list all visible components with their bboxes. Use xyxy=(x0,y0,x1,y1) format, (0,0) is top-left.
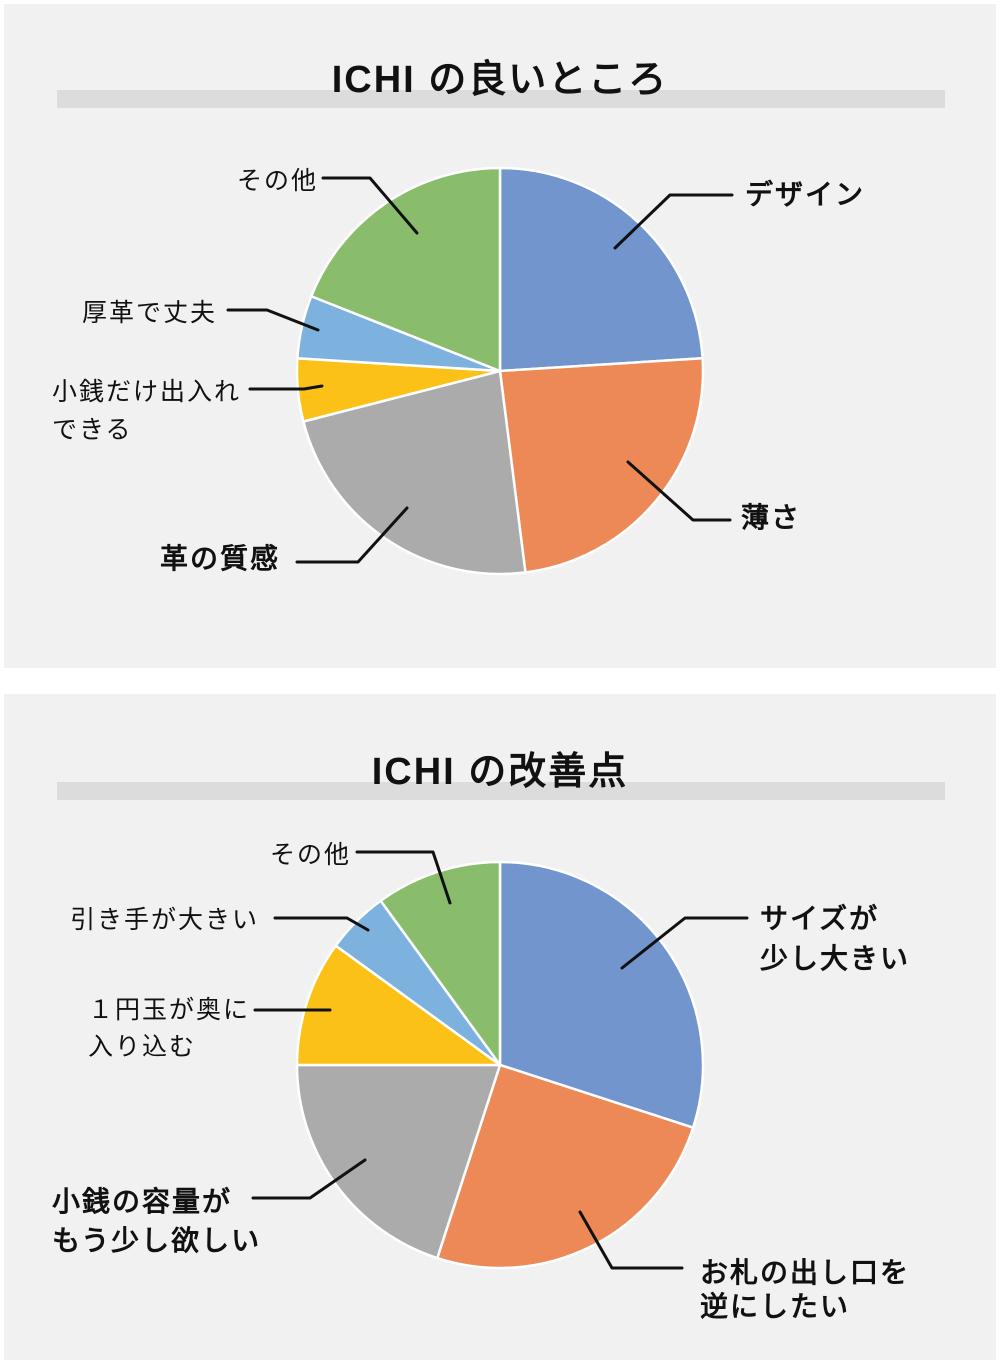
title-highlight-bar xyxy=(57,782,945,800)
leader-line-thick-leather xyxy=(226,308,320,332)
pie-slice-1 xyxy=(498,357,705,574)
leader-line-thinness xyxy=(626,460,732,522)
callout-pull-tab: 引き手が大きい xyxy=(70,906,260,934)
pie-slice-0 xyxy=(498,860,705,1129)
leader-line-leather-texture xyxy=(295,506,409,564)
callout-design: デザイン xyxy=(745,179,866,210)
callout-others-good: その他 xyxy=(237,167,319,195)
callout-coin-capacity: 小銭の容量が もう少し欲しい xyxy=(52,1186,262,1256)
panel-improvement-points: ICHI の改善点 サイズが 少し大きい お札の出し口を 逆にしたい 小銭の容量… xyxy=(4,694,996,1360)
pie-chart-good-points xyxy=(226,166,734,576)
pie-slice-0 xyxy=(498,166,704,373)
pie-chart-improvement-points xyxy=(251,850,749,1270)
pie-slice-2 xyxy=(295,1063,502,1260)
panel-good-points: ICHI の良いところ デザイン 薄さ 革の質感 小銭だけ出入れ できる 厚革で… xyxy=(4,4,996,668)
callout-one-yen: １円玉が奥に 入り込む xyxy=(88,996,251,1061)
chart-title-good-points: ICHI の良いところ xyxy=(331,59,669,101)
callout-others-improve: その他 xyxy=(270,841,352,869)
callout-leather-texture: 革の質感 xyxy=(160,543,281,574)
chart-title-improvement-points: ICHI の改善点 xyxy=(371,751,629,793)
callout-bill-outlet: お札の出し口を 逆にしたい xyxy=(700,1257,911,1322)
callout-thinness: 薄さ xyxy=(741,502,802,533)
pie-slice-1 xyxy=(436,1063,695,1270)
pie-slice-3 xyxy=(295,944,502,1067)
pie-improvement-points xyxy=(295,860,705,1270)
leader-line-bill-outlet xyxy=(578,1210,684,1270)
callout-thick-leather: 厚革で丈夫 xyxy=(82,299,218,327)
title-highlight-bar xyxy=(57,90,945,108)
pie-good-points xyxy=(295,166,705,576)
pie-slice-5 xyxy=(310,166,502,373)
leader-line-pull-tab xyxy=(273,916,370,932)
leader-line-coins-in-out xyxy=(248,384,324,391)
pie-slice-2 xyxy=(302,369,527,576)
callout-size-large: サイズが 少し大きい xyxy=(760,903,911,974)
callout-coins-in-out: 小銭だけ出入れ できる xyxy=(52,378,242,444)
leader-line-size-large xyxy=(620,916,749,970)
leader-line-coin-capacity xyxy=(251,1158,367,1200)
leader-line-others xyxy=(355,850,452,905)
leader-line-others xyxy=(321,176,419,235)
leader-line-design xyxy=(613,193,734,250)
pie-slice-5 xyxy=(379,860,502,1067)
